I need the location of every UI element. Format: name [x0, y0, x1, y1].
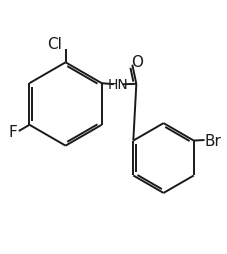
Text: Cl: Cl [47, 37, 62, 52]
Text: HN: HN [107, 78, 128, 92]
Text: O: O [131, 55, 143, 70]
Text: F: F [9, 124, 17, 139]
Text: Br: Br [204, 133, 221, 148]
